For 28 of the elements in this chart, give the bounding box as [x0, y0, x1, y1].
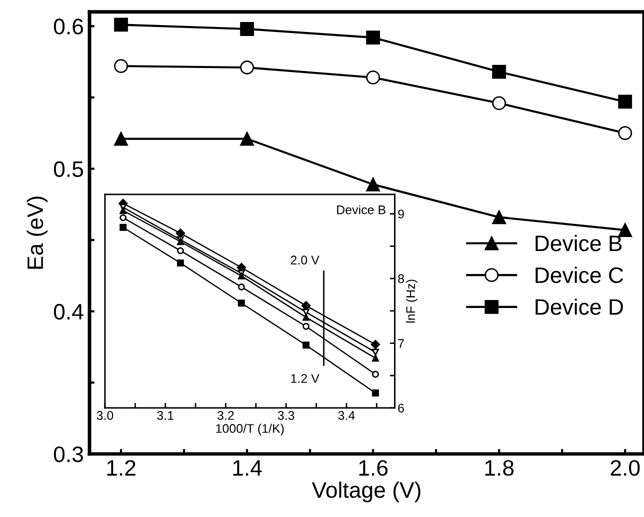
y-axis-title: Ea (eV)	[26, 196, 48, 269]
x-tick-label: 1.4	[233, 460, 262, 476]
y2-axis-title: lnF (Hz)	[406, 280, 418, 323]
annotation: 1.2 V	[291, 374, 320, 383]
y2-tick-label: 8	[398, 274, 404, 284]
legend-label: Device B	[536, 234, 622, 252]
y-tick-label: 0.3	[54, 446, 83, 462]
x-axis-title: Voltage (V)	[312, 482, 420, 502]
x-tick-label: 3.0	[96, 411, 114, 420]
x-tick-label: 1.6	[359, 460, 388, 476]
annotation: 2.0 V	[290, 256, 320, 265]
y-tick-label: 0.5	[54, 161, 84, 178]
y2-tick-label: 6	[398, 404, 404, 413]
annotation: Device B	[337, 205, 386, 214]
x-tick-label: 1.8	[485, 460, 514, 476]
legend-label: Device C	[536, 266, 624, 284]
x-tick-label: 3.4	[338, 411, 355, 420]
y2-tick-label: 7	[398, 339, 404, 348]
x-tick-label: 2.0	[610, 460, 640, 476]
x-tick-label: 3.3	[278, 411, 294, 420]
x-tick-label: 3.1	[157, 411, 174, 420]
y2-tick-label: 9	[398, 210, 404, 218]
x-tick-label: 3.2	[218, 411, 234, 420]
x-tick-label: 1.2	[107, 460, 136, 476]
legend-label: Device D	[536, 298, 623, 315]
y-tick-label: 0.4	[54, 304, 84, 320]
y-tick-label: 0.6	[54, 18, 83, 34]
x-axis-title: 1000/T (1/K)	[216, 424, 284, 436]
